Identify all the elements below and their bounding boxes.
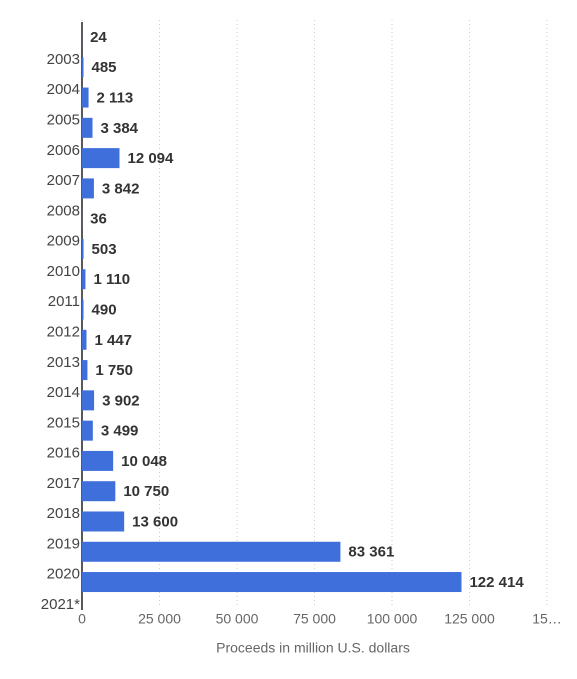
value-label: 485 xyxy=(92,59,117,76)
value-label: 3 384 xyxy=(100,120,138,137)
value-label: 3 842 xyxy=(102,180,140,197)
x-tick-label: 0 xyxy=(78,611,86,627)
value-label: 10 048 xyxy=(121,453,167,470)
x-tick-label: 50 000 xyxy=(216,611,259,627)
y-tick-label: 2004 xyxy=(47,81,80,98)
value-label: 1 750 xyxy=(95,362,133,379)
bar xyxy=(82,148,120,169)
y-tick-label: 2003 xyxy=(47,51,80,68)
value-label: 10 750 xyxy=(123,483,169,500)
bar xyxy=(82,117,93,138)
y-tick-label: 2010 xyxy=(47,263,80,280)
y-tick-label: 2021* xyxy=(41,596,80,613)
y-tick-label: 2018 xyxy=(47,505,80,522)
value-label: 3 902 xyxy=(102,392,140,409)
bar xyxy=(82,511,125,532)
value-label: 12 094 xyxy=(127,150,174,167)
value-label: 24 xyxy=(90,29,107,46)
value-label: 36 xyxy=(90,211,107,228)
bar xyxy=(82,450,114,471)
y-tick-label: 2008 xyxy=(47,202,80,219)
bar xyxy=(82,390,95,411)
value-label: 1 110 xyxy=(93,271,130,288)
y-tick-label: 2013 xyxy=(47,354,80,371)
bar xyxy=(82,178,94,199)
y-tick-label: 2009 xyxy=(47,233,80,250)
value-label: 490 xyxy=(92,301,117,318)
bar xyxy=(82,238,84,259)
value-label: 3 499 xyxy=(101,423,139,440)
x-tick-label: 15… xyxy=(532,611,562,627)
value-label: 1 447 xyxy=(94,332,132,349)
bar xyxy=(82,299,84,320)
x-tick-label: 75 000 xyxy=(293,611,336,627)
bar xyxy=(82,57,84,78)
bar xyxy=(82,541,341,562)
value-label: 13 600 xyxy=(132,513,178,530)
value-label: 83 361 xyxy=(348,544,394,561)
bar xyxy=(82,269,86,290)
x-axis-label: Proceeds in million U.S. dollars xyxy=(216,640,410,656)
y-tick-label: 2016 xyxy=(47,445,80,462)
x-tick-label: 25 000 xyxy=(138,611,181,627)
bar xyxy=(82,420,93,441)
bar xyxy=(82,329,87,350)
bar xyxy=(82,360,88,381)
bar xyxy=(82,572,462,593)
y-tick-label: 2007 xyxy=(47,172,80,189)
x-tick-label: 125 000 xyxy=(444,611,495,627)
value-label: 2 113 xyxy=(97,90,134,107)
y-tick-label: 2019 xyxy=(47,535,80,552)
y-tick-label: 2006 xyxy=(47,142,80,159)
bar xyxy=(82,87,89,108)
y-tick-label: 2017 xyxy=(47,475,80,492)
value-label: 122 414 xyxy=(469,574,524,591)
bar xyxy=(82,481,116,502)
y-tick-label: 2014 xyxy=(47,384,80,401)
y-tick-label: 2020 xyxy=(47,566,80,583)
x-tick-label: 100 000 xyxy=(367,611,418,627)
y-tick-label: 2011 xyxy=(48,293,80,310)
y-tick-label: 2012 xyxy=(47,323,80,340)
value-label: 503 xyxy=(92,241,117,258)
y-tick-label: 2005 xyxy=(47,112,80,129)
y-tick-label: 2015 xyxy=(47,414,80,431)
